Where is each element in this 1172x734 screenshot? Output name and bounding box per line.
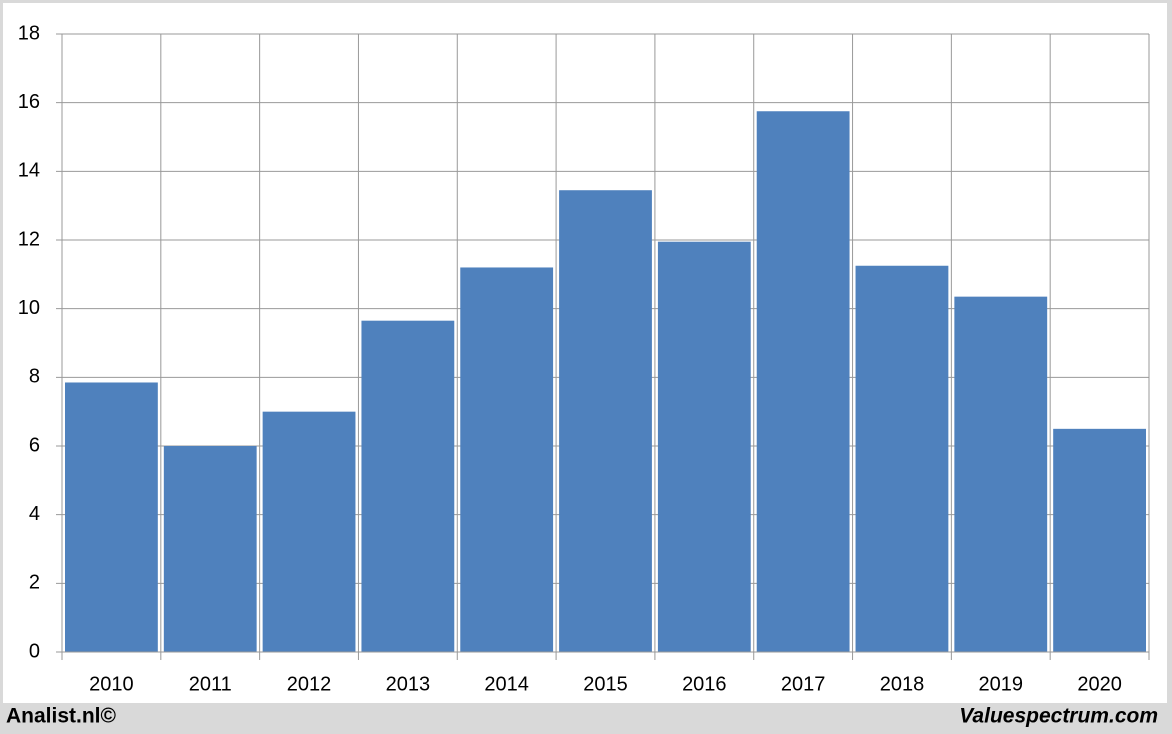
bar bbox=[65, 382, 158, 652]
y-tick-label: 14 bbox=[18, 160, 40, 182]
y-tick-label: 6 bbox=[29, 434, 40, 456]
x-tick-label: 2013 bbox=[386, 673, 431, 695]
y-tick-label: 8 bbox=[29, 366, 40, 388]
bar bbox=[1053, 428, 1146, 652]
x-tick-label: 2010 bbox=[89, 673, 134, 695]
x-tick-label: 2020 bbox=[1077, 673, 1122, 695]
bar bbox=[756, 111, 850, 652]
bar bbox=[657, 241, 751, 652]
bar bbox=[855, 265, 949, 652]
x-tick-label: 2011 bbox=[189, 673, 232, 695]
x-tick-label: 2015 bbox=[583, 673, 628, 695]
y-tick-label: 0 bbox=[29, 640, 40, 662]
y-tick-label: 16 bbox=[18, 91, 40, 113]
y-tick-label: 2 bbox=[29, 572, 40, 594]
x-tick-label: 2016 bbox=[682, 673, 727, 695]
x-tick-label: 2018 bbox=[880, 673, 925, 695]
bar bbox=[954, 296, 1048, 652]
bar bbox=[262, 411, 356, 652]
y-tick-label: 18 bbox=[18, 22, 40, 44]
x-tick-label: 2012 bbox=[287, 673, 332, 695]
y-tick-label: 12 bbox=[18, 228, 40, 250]
y-tick-label: 4 bbox=[29, 503, 40, 525]
x-tick-label: 2014 bbox=[484, 673, 529, 695]
bar bbox=[460, 267, 554, 652]
bar bbox=[163, 446, 257, 652]
y-tick-label: 10 bbox=[18, 297, 40, 319]
bar bbox=[361, 320, 455, 652]
x-tick-label: 2017 bbox=[781, 673, 826, 695]
x-tick-label: 2019 bbox=[979, 673, 1024, 695]
credit-right: Valuespectrum.com bbox=[959, 705, 1158, 728]
credit-left: Analist.nl© bbox=[6, 705, 117, 728]
bar bbox=[559, 190, 652, 652]
